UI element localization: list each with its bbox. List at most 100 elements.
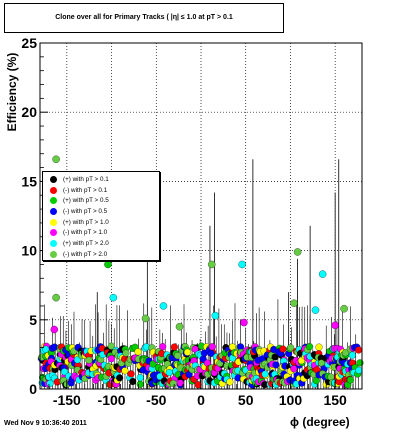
legend-label: (+) with pT > 0.1 [63,175,109,183]
legend: (+) with pT > 0.1 (-) with pT > 0.1 (+) … [42,171,160,261]
data-point [104,260,112,269]
data-point [211,311,220,320]
data-point [348,351,356,359]
legend-marker-icon [50,207,57,215]
legend-item: (-) with pT > 0.5 [43,206,159,217]
data-point [170,343,178,351]
legend-label: (-) with pT > 0.5 [63,207,108,215]
legend-label: (+) with pT > 1.0 [63,218,109,226]
legend-marker-icon [50,239,57,247]
data-point [287,344,295,352]
legend-item: (+) with pT > 1.0 [43,217,159,228]
data-point [261,370,269,378]
legend-item: (+) with pT > 2.0 [43,238,159,249]
data-point [226,378,234,386]
data-point [293,248,302,256]
data-point [52,155,60,164]
data-point [194,381,202,389]
data-point [342,349,350,357]
data-point [340,304,348,313]
data-point [116,374,124,382]
y-tick-label: 10 [21,243,37,259]
legend-label: (+) with pT > 2.0 [63,239,109,247]
data-point [346,376,354,384]
x-tick-label: -100 [98,392,126,408]
data-point [52,293,60,302]
data-point [331,321,339,330]
legend-marker-icon [50,175,57,183]
legend-item: (-) with pT > 1.0 [43,227,159,238]
data-point [173,352,182,360]
y-tick-label: 5 [29,312,37,328]
data-point [136,374,144,382]
y-tick-label: 0 [29,381,37,397]
legend-item: (-) with pT > 0.1 [43,185,159,196]
x-tick-label: 150 [323,392,347,408]
data-point [107,342,115,350]
legend-item: (-) with pT > 2.0 [43,249,159,260]
data-point [149,360,157,368]
data-point [315,343,323,351]
data-point [60,368,69,376]
data-point [141,314,150,323]
data-point [169,379,177,387]
data-point [290,299,298,307]
data-point [159,343,167,351]
data-point [355,346,363,354]
legend-item: (+) with pT > 0.5 [43,195,159,206]
data-point [134,348,142,356]
x-tick-label: -150 [53,392,81,408]
legend-marker-icon [50,218,57,226]
data-point [159,302,168,310]
data-point [136,380,144,388]
y-tick-label: 20 [21,104,37,120]
y-axis-label: Efficiency (%) [5,52,19,132]
data-point [279,345,287,353]
data-point [127,370,135,378]
x-tick-label: 100 [279,392,303,408]
data-point [240,318,248,327]
x-tick-label: -50 [146,392,166,408]
legend-label: (+) with pT > 0.5 [63,197,109,205]
x-tick-label: 50 [238,392,254,408]
legend-marker-icon [50,197,57,205]
data-point [121,367,129,375]
data-point [208,343,216,351]
x-tick-label: 0 [197,392,205,408]
data-point [355,366,363,374]
data-point [85,356,93,364]
data-point [191,345,199,353]
x-axis-label: ϕ (degree) [290,415,350,429]
data-point [306,343,314,351]
legend-label: (-) with pT > 2.0 [63,250,108,258]
data-point [207,260,216,269]
legend-marker-icon [50,250,57,258]
legend-label: (-) with pT > 0.1 [63,186,108,194]
data-point [109,293,118,302]
legend-label: (-) with pT > 1.0 [63,229,108,237]
data-point [311,306,320,314]
data-points-layer [37,155,364,389]
chart-title: Clone over all for Primary Tracks ( |η| … [4,3,284,33]
datestamp: Wed Nov 9 10:36:40 2011 [4,420,87,427]
data-point [183,348,191,356]
data-point [238,260,246,269]
data-point [107,355,115,363]
data-point [122,349,130,357]
data-point [318,270,327,278]
y-tick-label: 15 [21,173,37,189]
tick-layer: 0 5 10 15 20 25 -150 -100 -50 0 50 100 150 [21,35,354,408]
data-point [129,377,137,386]
data-point [176,379,184,387]
data-point [290,365,298,373]
data-point [50,325,59,334]
data-point [165,369,173,377]
data-point [46,379,54,387]
data-point [175,322,184,331]
legend-item: (+) with pT > 0.1 [43,174,159,185]
legend-marker-icon [50,229,57,237]
legend-marker-icon [50,186,57,194]
data-point [272,361,280,369]
y-tick-label: 25 [21,35,37,51]
